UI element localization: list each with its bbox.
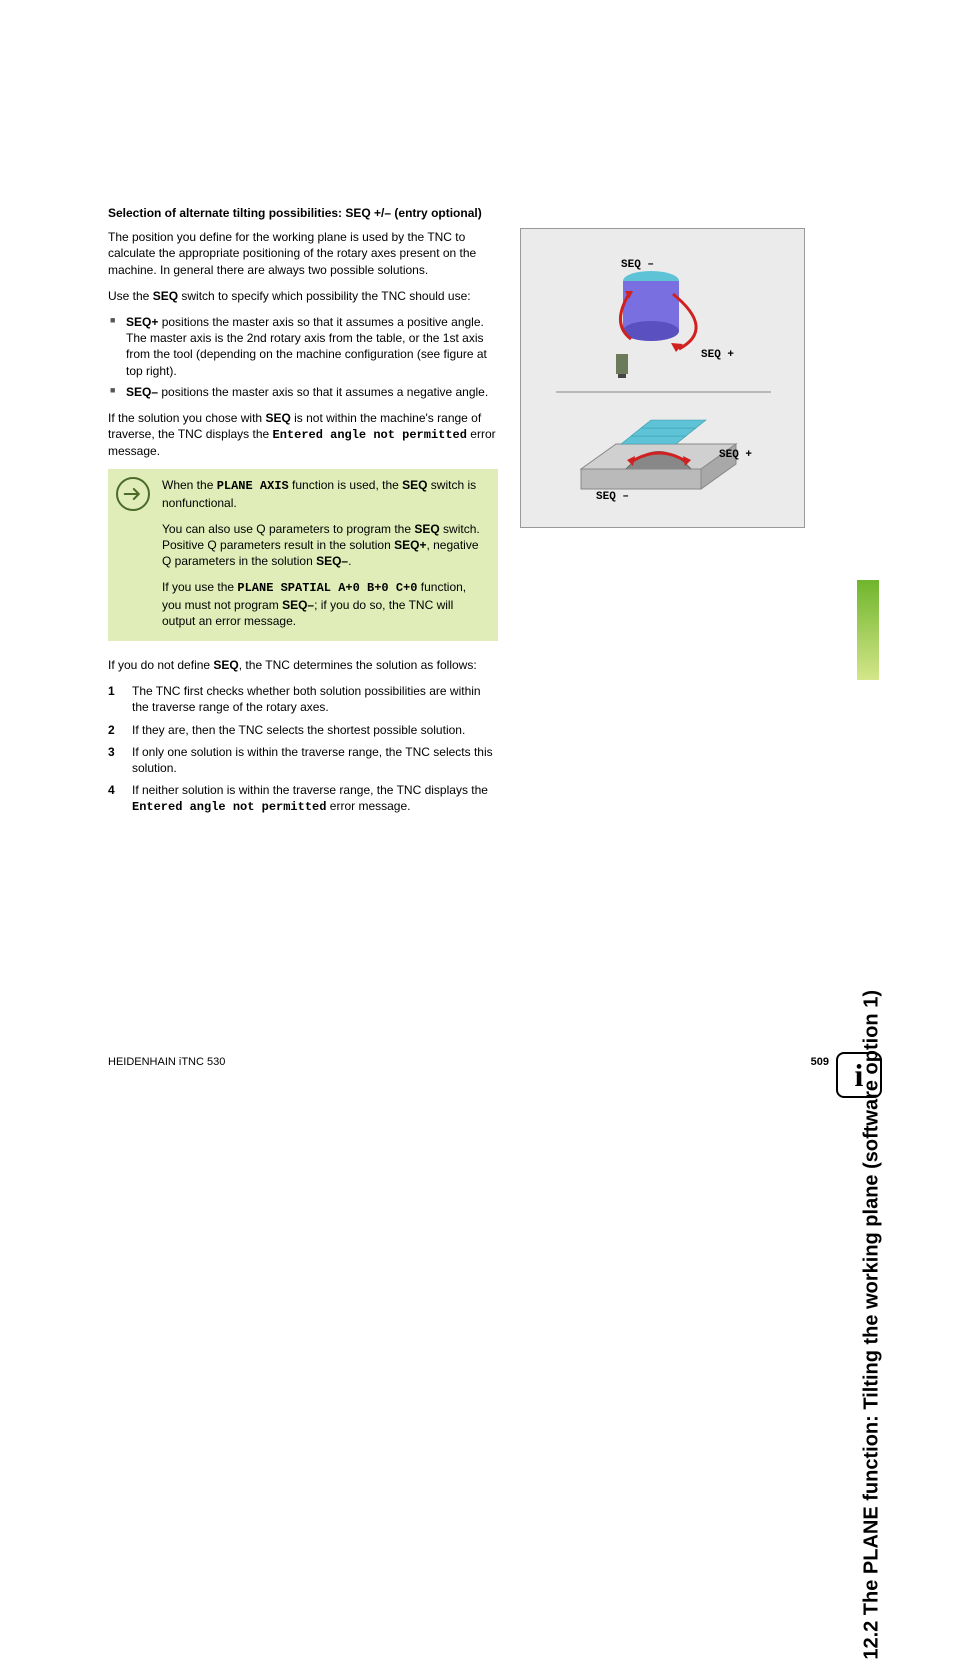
seq-options-list: SEQ+ positions the master axis so that i… [108,314,498,400]
note-callout: When the PLANE AXIS function is used, th… [108,469,498,641]
list-item: 2 If they are, then the TNC selects the s… [108,722,498,738]
text: switch to specify which possibility the … [178,289,471,303]
label-seq-minus: SEQ – [596,491,629,503]
list-item: SEQ+ positions the master axis so that i… [108,314,498,379]
list-item: 1 The TNC first checks whether both solut… [108,683,498,715]
seq-plus-bold: SEQ+ [126,315,158,329]
callout-para: If you use the PLANE SPATIAL A+0 B+0 C+0… [162,579,488,629]
step-number: 4 [108,782,115,798]
text: The TNC first checks whether both soluti… [132,684,481,714]
section-heading: Selection of alternate tilting possibili… [108,205,498,221]
text: If neither solution is within the traver… [132,783,488,797]
arrow-right-icon [116,477,150,511]
error-paragraph: If the solution you chose with SEQ is no… [108,410,498,460]
code: PLANE AXIS [217,479,289,493]
text: When the [162,478,217,492]
main-content: Selection of alternate tilting possibili… [108,205,498,821]
no-seq-paragraph: If you do not define SEQ, the TNC determ… [108,657,498,673]
text: If the solution you chose with [108,411,265,425]
footer-product: HEIDENHAIN iTNC 530 [108,1056,225,1068]
text: Use the [108,289,153,303]
step-number: 2 [108,722,115,738]
code: PLANE SPATIAL A+0 B+0 C+0 [237,581,417,595]
seq-minus-bold: SEQ– [126,385,158,399]
use-seq-paragraph: Use the SEQ switch to specify which poss… [108,288,498,304]
seq-minus-bold: SEQ– [282,598,314,612]
text: . [348,554,351,568]
seq-bold: SEQ [153,289,178,303]
step-number: 3 [108,744,115,760]
intro-paragraph: The position you define for the working … [108,229,498,278]
error-code: Entered angle not permitted [132,800,326,814]
callout-para: When the PLANE AXIS function is used, th… [162,477,488,510]
footer-page-number: 509 [811,1056,829,1068]
text: If only one solution is within the trave… [132,745,493,775]
info-glyph: i [855,1057,864,1094]
text: function is used, the [289,478,402,492]
seq-plus-bold: SEQ+ [394,538,426,552]
text: positions the master axis so that it ass… [158,385,488,399]
list-item: SEQ– positions the master axis so that i… [108,384,498,400]
solution-steps: 1 The TNC first checks whether both solut… [108,683,498,815]
seq-illustration: SEQ – SEQ + [520,228,805,528]
seq-bold: SEQ [402,478,427,492]
seq-bold: SEQ [414,522,439,536]
step-number: 1 [108,683,115,699]
text: , the TNC determines the solution as fol… [239,658,477,672]
text: error message. [326,799,410,813]
list-item: 3 If only one solution is within the trav… [108,744,498,776]
info-icon: i [836,1052,882,1098]
list-item: 4 If neither solution is within the trav… [108,782,498,815]
seq-bold: SEQ [265,411,290,425]
seq-minus-bold: SEQ– [316,554,348,568]
text: positions the master axis so that it ass… [126,315,487,378]
side-gradient-accent [857,580,879,680]
text: You can also use Q parameters to program… [162,522,414,536]
label-seq-plus: SEQ + [719,449,752,461]
label-seq-minus: SEQ – [621,259,654,271]
figure-svg: SEQ – SEQ + [521,229,806,529]
callout-para: You can also use Q parameters to program… [162,521,488,570]
label-seq-plus: SEQ + [701,349,734,361]
callout-body: When the PLANE AXIS function is used, th… [162,477,488,629]
text: If you do not define [108,658,213,672]
text: If they are, then the TNC selects the sh… [132,723,465,737]
seq-bold: SEQ [213,658,238,672]
text: If you use the [162,580,237,594]
error-code: Entered angle not permitted [273,428,467,442]
